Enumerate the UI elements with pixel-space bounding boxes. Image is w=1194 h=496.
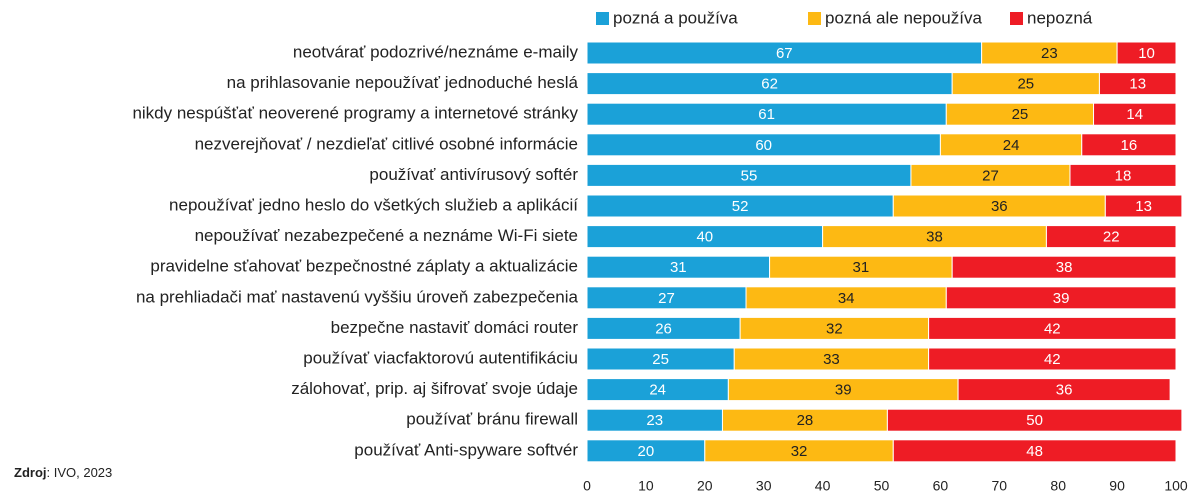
data-label: 52 (732, 198, 749, 215)
data-label: 25 (1017, 76, 1034, 93)
data-label: 13 (1129, 76, 1146, 93)
category-label: na prihlasovanie nepoužívať jednoduché h… (227, 73, 579, 92)
bar-segment (928, 347, 1177, 371)
data-label: 39 (835, 382, 852, 399)
bar-segment (892, 439, 1177, 463)
x-tick-label: 80 (1050, 478, 1066, 494)
data-label: 55 (741, 167, 758, 184)
category-label: neotvárať podozrivé/neznáme e-maily (293, 42, 579, 61)
data-label: 34 (838, 290, 855, 307)
bar-segment (1116, 41, 1177, 65)
bar-segment (951, 255, 1177, 279)
category-label: používať antivírusový softér (369, 165, 578, 184)
category-label: bezpečne nastaviť domáci router (331, 318, 579, 337)
bar-segment (945, 286, 1177, 310)
data-label: 36 (1056, 382, 1073, 399)
data-label: 42 (1044, 351, 1061, 368)
source-label: Zdroj (14, 465, 47, 480)
legend-label: nepozná (1027, 8, 1093, 27)
data-label: 50 (1026, 412, 1043, 429)
legend-label: pozná ale nepoužíva (825, 8, 982, 27)
legend-swatch (1010, 12, 1023, 25)
legend-swatch (596, 12, 609, 25)
x-tick-label: 30 (756, 478, 772, 494)
source: Zdroj: IVO, 2023 (14, 465, 112, 480)
bar-segment (1081, 133, 1177, 157)
data-label: 25 (652, 351, 669, 368)
category-label: nezverejňovať / nezdieľať citlivé osobné… (195, 134, 578, 153)
category-label: na prehliadači mať nastavenú vyššiu úrov… (136, 287, 579, 306)
x-tick-label: 40 (815, 478, 831, 494)
data-label: 16 (1121, 137, 1138, 154)
data-label: 61 (758, 106, 775, 123)
data-label: 31 (670, 259, 687, 276)
category-label: nepoužívať jedno heslo do všetkých služi… (169, 195, 578, 214)
category-label: používať bránu firewall (406, 410, 578, 429)
data-label: 39 (1053, 290, 1070, 307)
data-label: 60 (755, 137, 772, 154)
data-label: 36 (991, 198, 1008, 215)
source-text: : IVO, 2023 (47, 465, 113, 480)
data-label: 26 (655, 320, 672, 337)
category-label: nikdy nespúšťať neoverené programy a int… (132, 104, 578, 123)
bar-segment (957, 378, 1171, 402)
data-label: 38 (1056, 259, 1073, 276)
data-label: 13 (1135, 198, 1152, 215)
data-label: 27 (658, 290, 675, 307)
data-label: 40 (696, 229, 713, 246)
data-label: 10 (1138, 45, 1155, 62)
data-label: 22 (1103, 229, 1120, 246)
data-label: 67 (776, 45, 793, 62)
category-label: pravidelne sťahovať bezpečnostné záplaty… (150, 257, 578, 276)
x-tick-label: 70 (992, 478, 1008, 494)
data-label: 42 (1044, 320, 1061, 337)
data-label: 62 (761, 76, 778, 93)
x-tick-label: 90 (1109, 478, 1125, 494)
x-tick-label: 10 (638, 478, 654, 494)
data-label: 23 (646, 412, 663, 429)
x-tick-label: 50 (874, 478, 890, 494)
bar-segment (1098, 72, 1177, 96)
legend-label: pozná a používa (613, 8, 738, 27)
category-label: nepoužívať nezabezpečené a neznáme Wi-Fi… (195, 226, 578, 245)
data-label: 28 (797, 412, 814, 429)
data-label: 33 (823, 351, 840, 368)
x-tick-label: 100 (1164, 478, 1188, 494)
data-label: 23 (1041, 45, 1058, 62)
legend-swatch (808, 12, 821, 25)
data-label: 48 (1026, 443, 1043, 460)
category-label: používať Anti-spyware softvér (354, 440, 578, 459)
bar-segment (1045, 225, 1177, 249)
data-label: 24 (649, 382, 666, 399)
category-label: zálohovať, prip. aj šifrovať svoje údaje (291, 379, 578, 398)
data-label: 25 (1012, 106, 1029, 123)
data-label: 38 (926, 229, 943, 246)
bar-segment (886, 408, 1183, 432)
x-tick-label: 20 (697, 478, 713, 494)
data-label: 20 (638, 443, 655, 460)
data-label: 31 (853, 259, 870, 276)
data-label: 27 (982, 167, 999, 184)
x-tick-label: 0 (583, 478, 591, 494)
data-label: 18 (1115, 167, 1132, 184)
data-label: 14 (1126, 106, 1143, 123)
data-label: 32 (826, 320, 843, 337)
data-label: 32 (791, 443, 808, 460)
x-tick-label: 60 (933, 478, 949, 494)
bar-segment (1104, 194, 1183, 218)
data-label: 24 (1003, 137, 1020, 154)
category-label: používať viacfaktorovú autentifikáciu (303, 348, 578, 367)
bar-segment (1069, 163, 1177, 187)
bar-segment (1093, 102, 1177, 126)
bar-segment (928, 316, 1177, 340)
